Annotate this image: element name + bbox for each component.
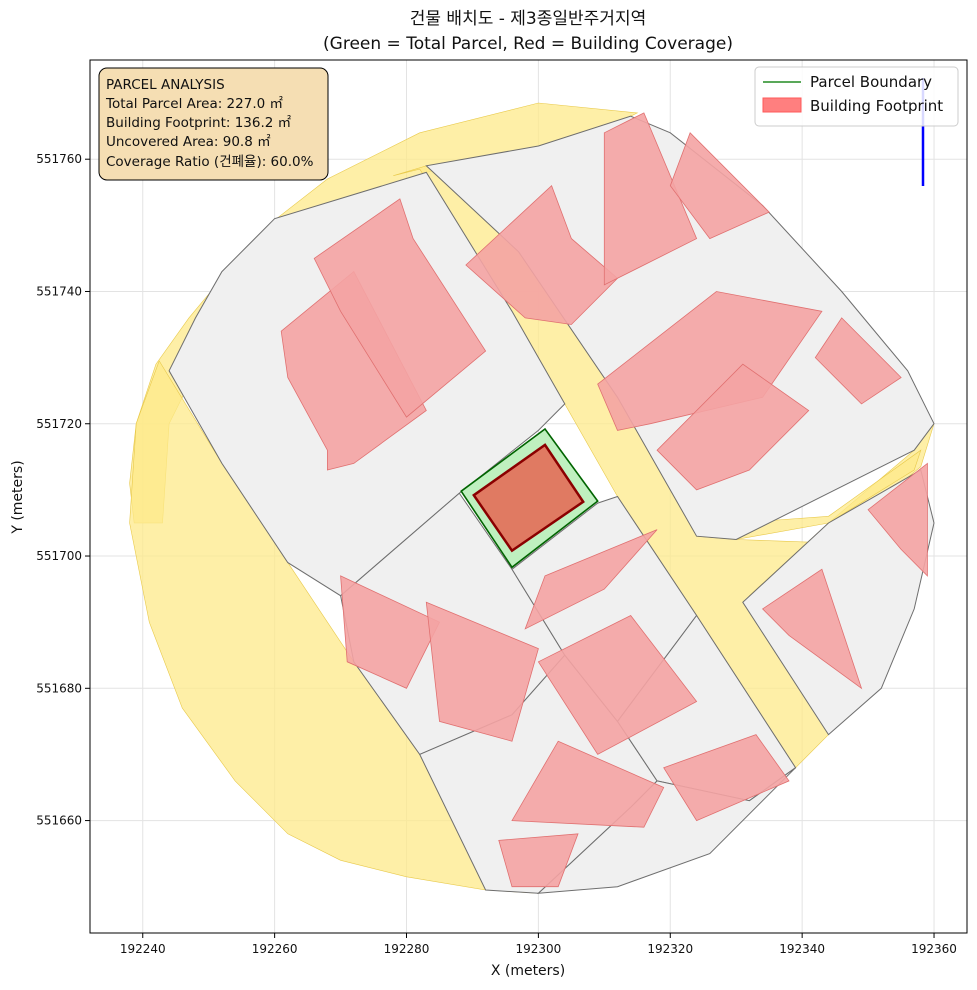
info-line-footprint: Building Footprint: 136.2 ㎡ (106, 115, 292, 131)
info-box-background (98, 67, 329, 181)
neighbor-building (498, 833, 579, 888)
x-axis-ticks: 192240 192260 192280 192300 192320 192340 1923… (120, 933, 957, 956)
x-axis-label: X (meters) (491, 963, 565, 979)
y-tick-label: 551720 (36, 417, 82, 431)
info-line-coverage-ratio: Coverage Ratio (건폐율): 60.0% (106, 154, 314, 170)
y-tick-label: 551660 (36, 814, 82, 828)
neighbor-building (313, 198, 487, 418)
target-building (472, 443, 585, 553)
info-line-heading: PARCEL ANALYSIS (106, 77, 225, 93)
plot-area (89, 59, 968, 934)
target-layer (460, 427, 599, 569)
legend-label-building: Building Footprint (810, 97, 943, 115)
neighbor-building (603, 112, 698, 286)
neighbor-building (761, 568, 863, 690)
x-tick-label: 192360 (911, 942, 957, 956)
info-line-uncovered: Uncovered Area: 90.8 ㎡ (106, 134, 271, 150)
y-axis-label: Y (meters) (10, 460, 26, 534)
legend-patch-building-icon (762, 97, 802, 113)
x-tick-label: 192300 (515, 942, 561, 956)
y-tick-label: 551700 (36, 549, 82, 563)
neighbor-building (425, 601, 539, 742)
plot-frame (89, 59, 968, 934)
legend: Parcel Boundary Building Footprint (754, 66, 959, 127)
y-tick-label: 551740 (36, 284, 82, 298)
neighbor-building (663, 734, 790, 822)
y-tick-label: 551760 (36, 152, 82, 166)
chart-subtitle: (Green = Total Parcel, Red = Building Co… (323, 34, 733, 54)
neighbor-building (814, 317, 902, 405)
x-tick-label: 192320 (647, 942, 693, 956)
neighbor-building (511, 740, 665, 828)
neighbor-building (669, 132, 770, 240)
neighbor-building (537, 614, 698, 755)
neighbor-building (340, 575, 441, 689)
info-line-total-area: Total Parcel Area: 227.0 ㎡ (105, 96, 283, 112)
x-tick-label: 192260 (252, 942, 298, 956)
legend-label-parcel: Parcel Boundary (810, 73, 932, 91)
neighbor-building (867, 462, 928, 577)
x-tick-label: 192240 (120, 942, 166, 956)
neighbor-building (524, 529, 658, 630)
legend-background (754, 66, 959, 127)
neighbor-building (656, 363, 810, 491)
x-tick-label: 192340 (779, 942, 825, 956)
info-box: PARCEL ANALYSIS Total Parcel Area: 227.0… (98, 67, 329, 181)
y-tick-label: 551680 (36, 681, 82, 695)
x-tick-label: 192280 (384, 942, 430, 956)
road-polygon (129, 360, 540, 894)
neighbor-buildings-layer (280, 112, 928, 888)
y-axis-ticks: 551660 551680 551700 551720 551740 551760 (36, 152, 90, 828)
chart-title: 건물 배치도 - 제3종일반주거지역 (410, 9, 646, 29)
